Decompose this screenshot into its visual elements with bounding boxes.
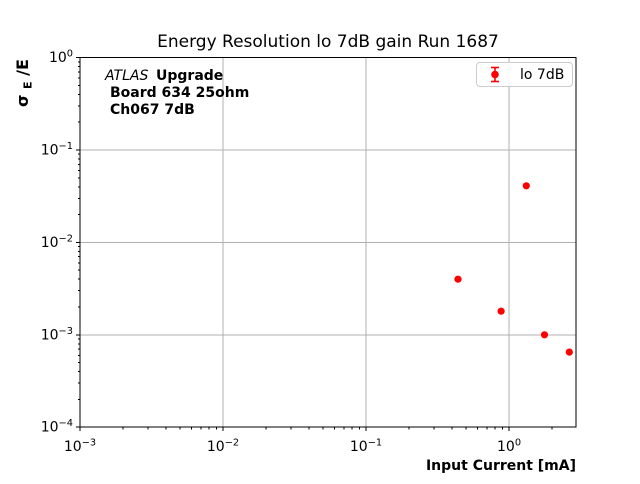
legend-box [476, 62, 573, 87]
data-point-4 [565, 348, 573, 356]
annotation-block: ATLAS Upgrade Board 634 25ohm Ch067 7dB [104, 68, 249, 118]
x-axis-label: Input Current [mA] [426, 458, 576, 474]
tick-label-layer: 10−3 10−2 10−1 100 100 10−1 10−2 10−3 10−4 [41, 49, 521, 455]
x-tick-label-1e0: 100 [497, 438, 521, 456]
y-tick-label-1e-2: 10−2 [41, 233, 73, 251]
x-tick-label-1e-3: 10−3 [64, 438, 96, 456]
y-tick-label-1e-4: 10−4 [41, 418, 73, 436]
data-point-2 [522, 182, 530, 190]
y-tick-label-1e-1: 10−1 [41, 141, 73, 159]
y-label-sigma: σ [13, 95, 32, 107]
y-tick-label-1e0: 100 [49, 49, 73, 67]
annotation-line-1: ATLAS Upgrade [104, 68, 223, 84]
legend-marker-dot [491, 70, 499, 79]
data-point-0 [454, 275, 462, 283]
x-tick-label-1e-1: 10−1 [350, 438, 382, 456]
x-tick-label-1e-2: 10−2 [207, 438, 239, 456]
chart-title: Energy Resolution lo 7dB gain Run 1687 [157, 32, 499, 52]
grid-layer [80, 57, 576, 428]
legend-label: lo 7dB [520, 67, 564, 83]
plot-border [79, 57, 577, 428]
legend: lo 7dB [476, 62, 573, 87]
y-tick-label-1e-3: 10−3 [41, 326, 73, 344]
data-point-3 [540, 331, 549, 339]
annotation-line-3: Ch067 7dB [110, 102, 195, 118]
legend-errorbar-marker-icon [491, 66, 499, 83]
data-point-1 [497, 307, 505, 315]
data-series-lo-7dB [454, 182, 573, 356]
y-label-subscript: E [22, 81, 35, 89]
annotation-upgrade: Upgrade [156, 68, 223, 84]
y-axis-label: σ E /E [13, 59, 36, 107]
annotation-atlas: ATLAS [104, 68, 148, 84]
y-label-rest: /E [13, 59, 32, 76]
annotation-line-2: Board 634 25ohm [110, 85, 249, 101]
